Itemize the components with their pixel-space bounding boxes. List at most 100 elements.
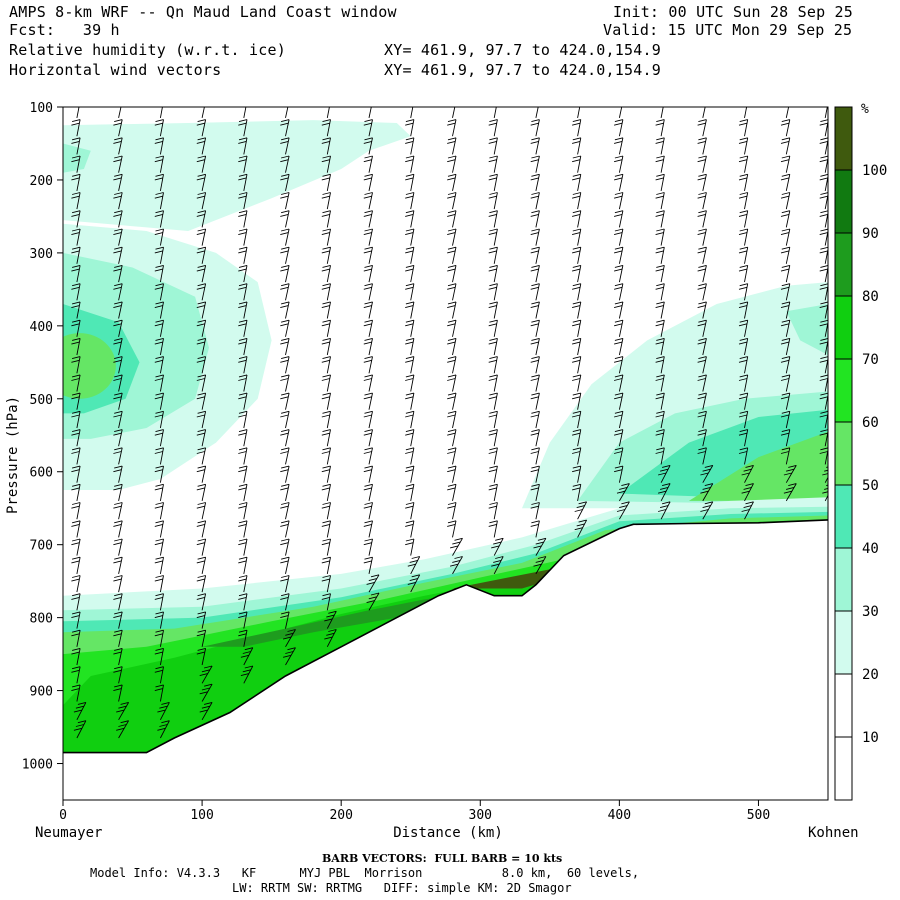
wind-barb	[321, 593, 331, 611]
wind-barb	[488, 319, 498, 337]
wind-barb	[363, 301, 373, 319]
wind-barb	[780, 319, 791, 337]
wind-barb	[405, 483, 415, 501]
wind-barb	[530, 483, 540, 501]
xy-range-1: XY= 461.9, 97.7 to 424.0,154.9	[384, 41, 661, 59]
wind-barb	[405, 228, 415, 246]
wind-barb	[530, 429, 540, 447]
wind-barb	[488, 301, 498, 319]
wind-barb	[71, 155, 81, 173]
wind-barb	[154, 483, 164, 501]
wind-barb	[71, 192, 81, 210]
wind-barb	[321, 556, 331, 574]
wind-barb	[113, 611, 123, 629]
wind-barb	[280, 575, 290, 593]
valid-time: Valid: 15 UTC Mon 29 Sep 25	[603, 21, 853, 39]
wind-barb	[321, 119, 331, 137]
wind-barb	[280, 502, 290, 520]
wind-barb	[819, 246, 828, 264]
wind-barb	[363, 356, 373, 374]
wind-barb	[405, 447, 415, 465]
wind-barb	[154, 629, 164, 647]
wind-barb	[447, 319, 457, 337]
wind-barb	[238, 137, 248, 155]
wind-barb	[238, 173, 248, 191]
wind-barb	[238, 301, 248, 319]
terrain-layer	[63, 519, 828, 800]
wind-barb	[655, 107, 664, 118]
wind-barb	[780, 374, 791, 392]
wind-barb	[154, 502, 164, 520]
wind-barb	[321, 502, 331, 520]
wind-barb	[282, 629, 296, 648]
chart-title: AMPS 8-km WRF -- Qn Maud Land Coast wind…	[9, 3, 397, 21]
wind-barb	[154, 410, 164, 429]
wind-barb	[71, 246, 81, 264]
wind-barb	[657, 464, 671, 483]
wind-barb	[700, 501, 714, 520]
wind-barb	[196, 246, 207, 264]
wind-barb	[530, 447, 540, 465]
wind-barb	[73, 720, 87, 739]
wind-barb	[238, 611, 248, 629]
wind-barb	[71, 483, 81, 501]
wind-barb	[530, 337, 540, 356]
wind-barb	[655, 374, 665, 392]
wind-barb	[196, 210, 207, 228]
wind-barb	[280, 264, 290, 283]
y-tick-label: 300	[30, 247, 53, 262]
wind-barb	[488, 107, 497, 118]
wind-barb	[71, 107, 80, 118]
wind-barb	[321, 410, 331, 429]
wind-barb	[154, 210, 164, 228]
wind-barb	[321, 107, 330, 118]
wind-barb	[819, 265, 828, 283]
wind-barb	[697, 173, 707, 191]
wind-barb	[655, 192, 665, 210]
colorbar-tick-label: 80	[862, 289, 879, 305]
wind-barb	[71, 629, 81, 647]
wind-barb	[488, 228, 498, 246]
wind-barb	[113, 264, 123, 283]
wind-barb	[697, 192, 707, 210]
wind-barb	[363, 155, 373, 173]
wind-barb	[113, 192, 123, 210]
wind-barb	[697, 429, 707, 447]
colorbar-tick-label: 40	[862, 541, 879, 557]
wind-barb	[447, 155, 457, 173]
right-endpoint-label: Kohnen	[808, 825, 859, 841]
wind-barb	[655, 246, 665, 264]
wind-barb	[738, 137, 749, 155]
wind-barb	[196, 319, 207, 337]
wind-barb	[488, 465, 498, 483]
wind-barb	[571, 119, 582, 137]
wind-barb	[405, 119, 415, 137]
wind-barb	[488, 356, 498, 374]
wind-barb	[363, 264, 373, 283]
wind-barb	[154, 556, 164, 574]
wind-barb	[738, 155, 749, 173]
wind-barb	[238, 319, 248, 337]
wind-barb	[238, 119, 248, 137]
wind-barb	[240, 665, 254, 684]
wind-barb	[321, 283, 331, 301]
wind-barb	[238, 392, 248, 410]
wind-barb	[738, 210, 749, 228]
wind-barb	[366, 574, 380, 593]
wind-barb	[700, 464, 714, 483]
wind-barb	[363, 319, 373, 337]
wind-barb	[280, 119, 290, 137]
wind-barb	[196, 483, 207, 501]
wind-barb	[780, 264, 791, 283]
wind-barb	[154, 264, 164, 283]
wind-barb	[488, 119, 498, 137]
wind-barb	[449, 537, 463, 556]
wind-barb	[196, 155, 207, 173]
wind-barb	[407, 574, 421, 593]
wind-barb	[363, 483, 373, 501]
wind-barb	[363, 429, 373, 447]
wind-barb	[113, 629, 123, 647]
wind-barb	[738, 429, 749, 447]
wind-barb	[321, 319, 331, 337]
wind-barb	[574, 501, 587, 520]
